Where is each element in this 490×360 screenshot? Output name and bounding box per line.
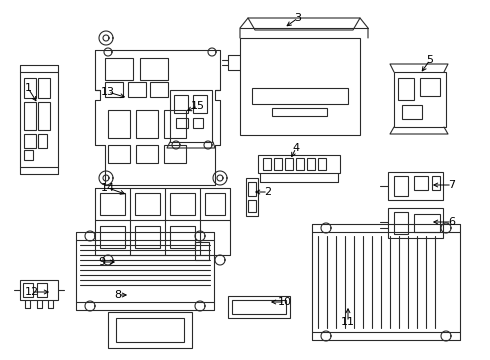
Bar: [105, 82, 123, 97]
Bar: [23, 283, 33, 297]
Bar: [195, 242, 209, 260]
Bar: [116, 318, 184, 342]
Bar: [307, 158, 315, 170]
Text: 8: 8: [115, 290, 122, 300]
Bar: [246, 178, 258, 216]
Bar: [394, 72, 446, 127]
Bar: [24, 134, 36, 148]
Bar: [193, 118, 203, 128]
Text: 11: 11: [341, 317, 355, 327]
Text: 2: 2: [265, 187, 271, 197]
Bar: [252, 88, 348, 104]
Bar: [24, 78, 36, 98]
Text: 13: 13: [101, 87, 115, 97]
Bar: [205, 193, 225, 215]
Bar: [232, 300, 286, 314]
Bar: [420, 78, 440, 96]
Bar: [135, 226, 160, 248]
Bar: [174, 95, 188, 113]
Bar: [274, 158, 282, 170]
Bar: [258, 155, 340, 173]
Bar: [100, 226, 125, 248]
Bar: [20, 72, 58, 167]
Bar: [170, 193, 195, 215]
Bar: [170, 90, 212, 142]
Bar: [24, 150, 33, 160]
Bar: [263, 158, 271, 170]
Bar: [318, 158, 326, 170]
Bar: [414, 214, 440, 232]
Bar: [20, 280, 58, 300]
Bar: [248, 182, 256, 196]
Bar: [140, 58, 168, 80]
Bar: [128, 82, 146, 97]
Text: 5: 5: [426, 55, 434, 65]
Text: 12: 12: [25, 287, 39, 297]
Bar: [285, 158, 293, 170]
Bar: [248, 200, 256, 212]
Bar: [38, 78, 50, 98]
Bar: [388, 208, 443, 238]
Bar: [136, 110, 158, 138]
Bar: [398, 78, 414, 100]
Bar: [272, 108, 327, 116]
Bar: [388, 172, 443, 200]
Text: 10: 10: [278, 297, 292, 307]
Text: 7: 7: [448, 180, 456, 190]
Bar: [108, 312, 192, 348]
Bar: [414, 176, 428, 190]
Bar: [432, 176, 440, 190]
Text: 4: 4: [293, 143, 299, 153]
Text: 6: 6: [448, 217, 456, 227]
Text: 15: 15: [191, 101, 205, 111]
Bar: [108, 110, 130, 138]
Bar: [108, 145, 130, 163]
Bar: [136, 145, 158, 163]
Bar: [228, 296, 290, 318]
Text: 3: 3: [294, 13, 301, 23]
Bar: [176, 118, 188, 128]
Text: 9: 9: [98, 257, 105, 267]
Bar: [296, 158, 304, 170]
Bar: [100, 193, 125, 215]
Bar: [394, 212, 408, 234]
Bar: [135, 193, 160, 215]
Bar: [76, 240, 214, 302]
Bar: [38, 134, 47, 148]
Bar: [394, 176, 408, 196]
Text: 14: 14: [101, 183, 115, 193]
Bar: [312, 232, 460, 332]
Bar: [164, 145, 186, 163]
Bar: [170, 226, 195, 248]
Bar: [38, 102, 50, 130]
Text: 1: 1: [24, 83, 31, 93]
Bar: [164, 110, 186, 138]
Bar: [37, 283, 47, 297]
Bar: [193, 95, 207, 113]
Bar: [150, 82, 168, 97]
Bar: [240, 38, 360, 135]
Bar: [402, 105, 422, 119]
Bar: [105, 58, 133, 80]
Bar: [24, 102, 36, 130]
